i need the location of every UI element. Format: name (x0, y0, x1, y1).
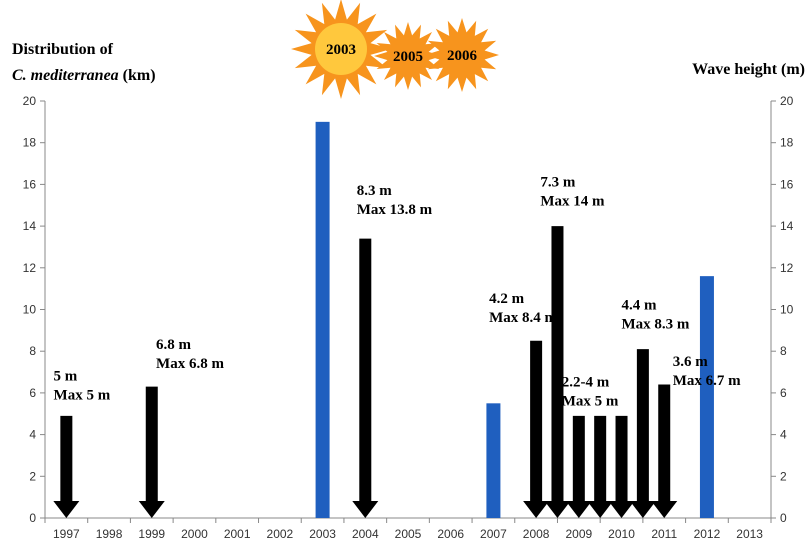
wave-arrow (138, 386, 165, 518)
wave-annotation-line: 2.2-4 m (562, 375, 610, 391)
left-tick-label: 8 (29, 344, 36, 358)
x-tick-label: 2003 (309, 527, 336, 541)
left-tick-label: 20 (23, 94, 37, 108)
wave-arrow (565, 415, 592, 518)
x-tick-label: 2011 (651, 527, 677, 541)
x-tick-label: 2002 (267, 527, 294, 541)
x-tick-label: 1997 (53, 527, 80, 541)
heatwave-suns: 2003 2005 2006 (291, 0, 499, 99)
wave-annotation-line: Max 13.8 m (357, 202, 433, 218)
x-tick-label: 1998 (96, 527, 123, 541)
wave-arrow (53, 415, 80, 518)
blue-bar (486, 403, 501, 518)
left-tick-label: 14 (23, 219, 37, 233)
left-tick-label: 4 (29, 428, 36, 442)
x-tick-label: 2001 (224, 527, 251, 541)
wave-annotation-line: 3.6 m (673, 354, 709, 370)
left-tick-label: 10 (23, 303, 37, 317)
x-tick-label: 2006 (437, 527, 464, 541)
x-tick-label: 2008 (523, 527, 550, 541)
left-axis-title-line1: Distribution of (12, 41, 114, 58)
wave-arrow (651, 384, 678, 518)
x-tick-label: 1999 (138, 527, 165, 541)
wave-annotation-line: 7.3 m (540, 174, 576, 190)
sun-center (315, 23, 367, 75)
heatwave-year-label: 2003 (326, 42, 356, 58)
wave-annotation-line: 4.4 m (622, 298, 658, 314)
left-tick-label: 16 (23, 177, 37, 191)
x-tick-label: 2005 (395, 527, 422, 541)
wave-arrow (629, 349, 656, 518)
wave-arrow (608, 415, 635, 518)
wave-arrow (523, 340, 550, 518)
left-tick-label: 12 (23, 261, 37, 275)
wave-annotation-line: Max 6.7 m (673, 373, 741, 389)
wave-annotation-line: Max 6.8 m (156, 356, 224, 372)
x-tick-label: 2004 (352, 527, 379, 541)
wave-annotations: 5 m Max 5 m 6.8 m Max 6.8 m 8.3 m Max 13.8 m 4… (54, 174, 742, 409)
wave-annotation-line: Max 8.3 m (622, 317, 690, 333)
wave-annotation-line: Max 8.4 m (489, 310, 557, 326)
right-tick-label: 20 (780, 94, 794, 108)
right-tick-label: 14 (780, 219, 794, 233)
right-tick-label: 18 (780, 136, 794, 150)
wave-annotation-line: Max 14 m (540, 193, 605, 209)
right-tick-label: 12 (780, 261, 794, 275)
wave-annotation-line: 8.3 m (357, 183, 393, 199)
left-axis-species-name: C. mediterranea (12, 67, 119, 84)
right-tick-label: 16 (780, 177, 794, 191)
x-tick-label: 2000 (181, 527, 208, 541)
right-tick-label: 4 (780, 428, 787, 442)
wave-annotation-line: 6.8 m (156, 337, 192, 353)
wave-annotation-line: 4.2 m (489, 291, 525, 307)
heatwave-year-label: 2006 (447, 48, 478, 64)
left-tick-label: 2 (29, 469, 36, 483)
right-axis-title: Wave height (m) (692, 61, 805, 78)
sun-icon (374, 22, 442, 90)
left-tick-label: 0 (29, 511, 36, 525)
left-tick-label: 6 (29, 386, 36, 400)
x-tick-label: 2012 (694, 527, 721, 541)
wave-annotation-line: 5 m (54, 368, 78, 384)
right-tick-label: 0 (780, 511, 787, 525)
right-tick-label: 6 (780, 386, 787, 400)
blue-bar (315, 121, 330, 518)
x-tick-label: 2009 (565, 527, 592, 541)
wave-arrow (544, 226, 571, 518)
wave-arrow (352, 238, 379, 519)
left-axis-unit: (km) (119, 67, 156, 84)
wave-arrows (53, 226, 678, 519)
blue-bar (699, 276, 714, 518)
blue-bars (315, 121, 714, 518)
heatwave-year-label: 2005 (393, 49, 423, 65)
right-tick-label: 2 (780, 469, 787, 483)
right-tick-label: 10 (780, 303, 794, 317)
left-axis-title-line2: C. mediterranea (km) (12, 67, 156, 84)
wave-annotation-line: Max 5 m (54, 387, 111, 403)
left-tick-label: 18 (23, 136, 37, 150)
right-tick-label: 8 (780, 344, 787, 358)
x-tick-label: 2013 (736, 527, 763, 541)
wave-annotation-line: Max 5 m (562, 394, 619, 410)
wave-arrow (587, 415, 614, 518)
x-tick-label: 2007 (480, 527, 507, 541)
sun-icon (425, 18, 499, 92)
x-tick-label: 2010 (608, 527, 635, 541)
